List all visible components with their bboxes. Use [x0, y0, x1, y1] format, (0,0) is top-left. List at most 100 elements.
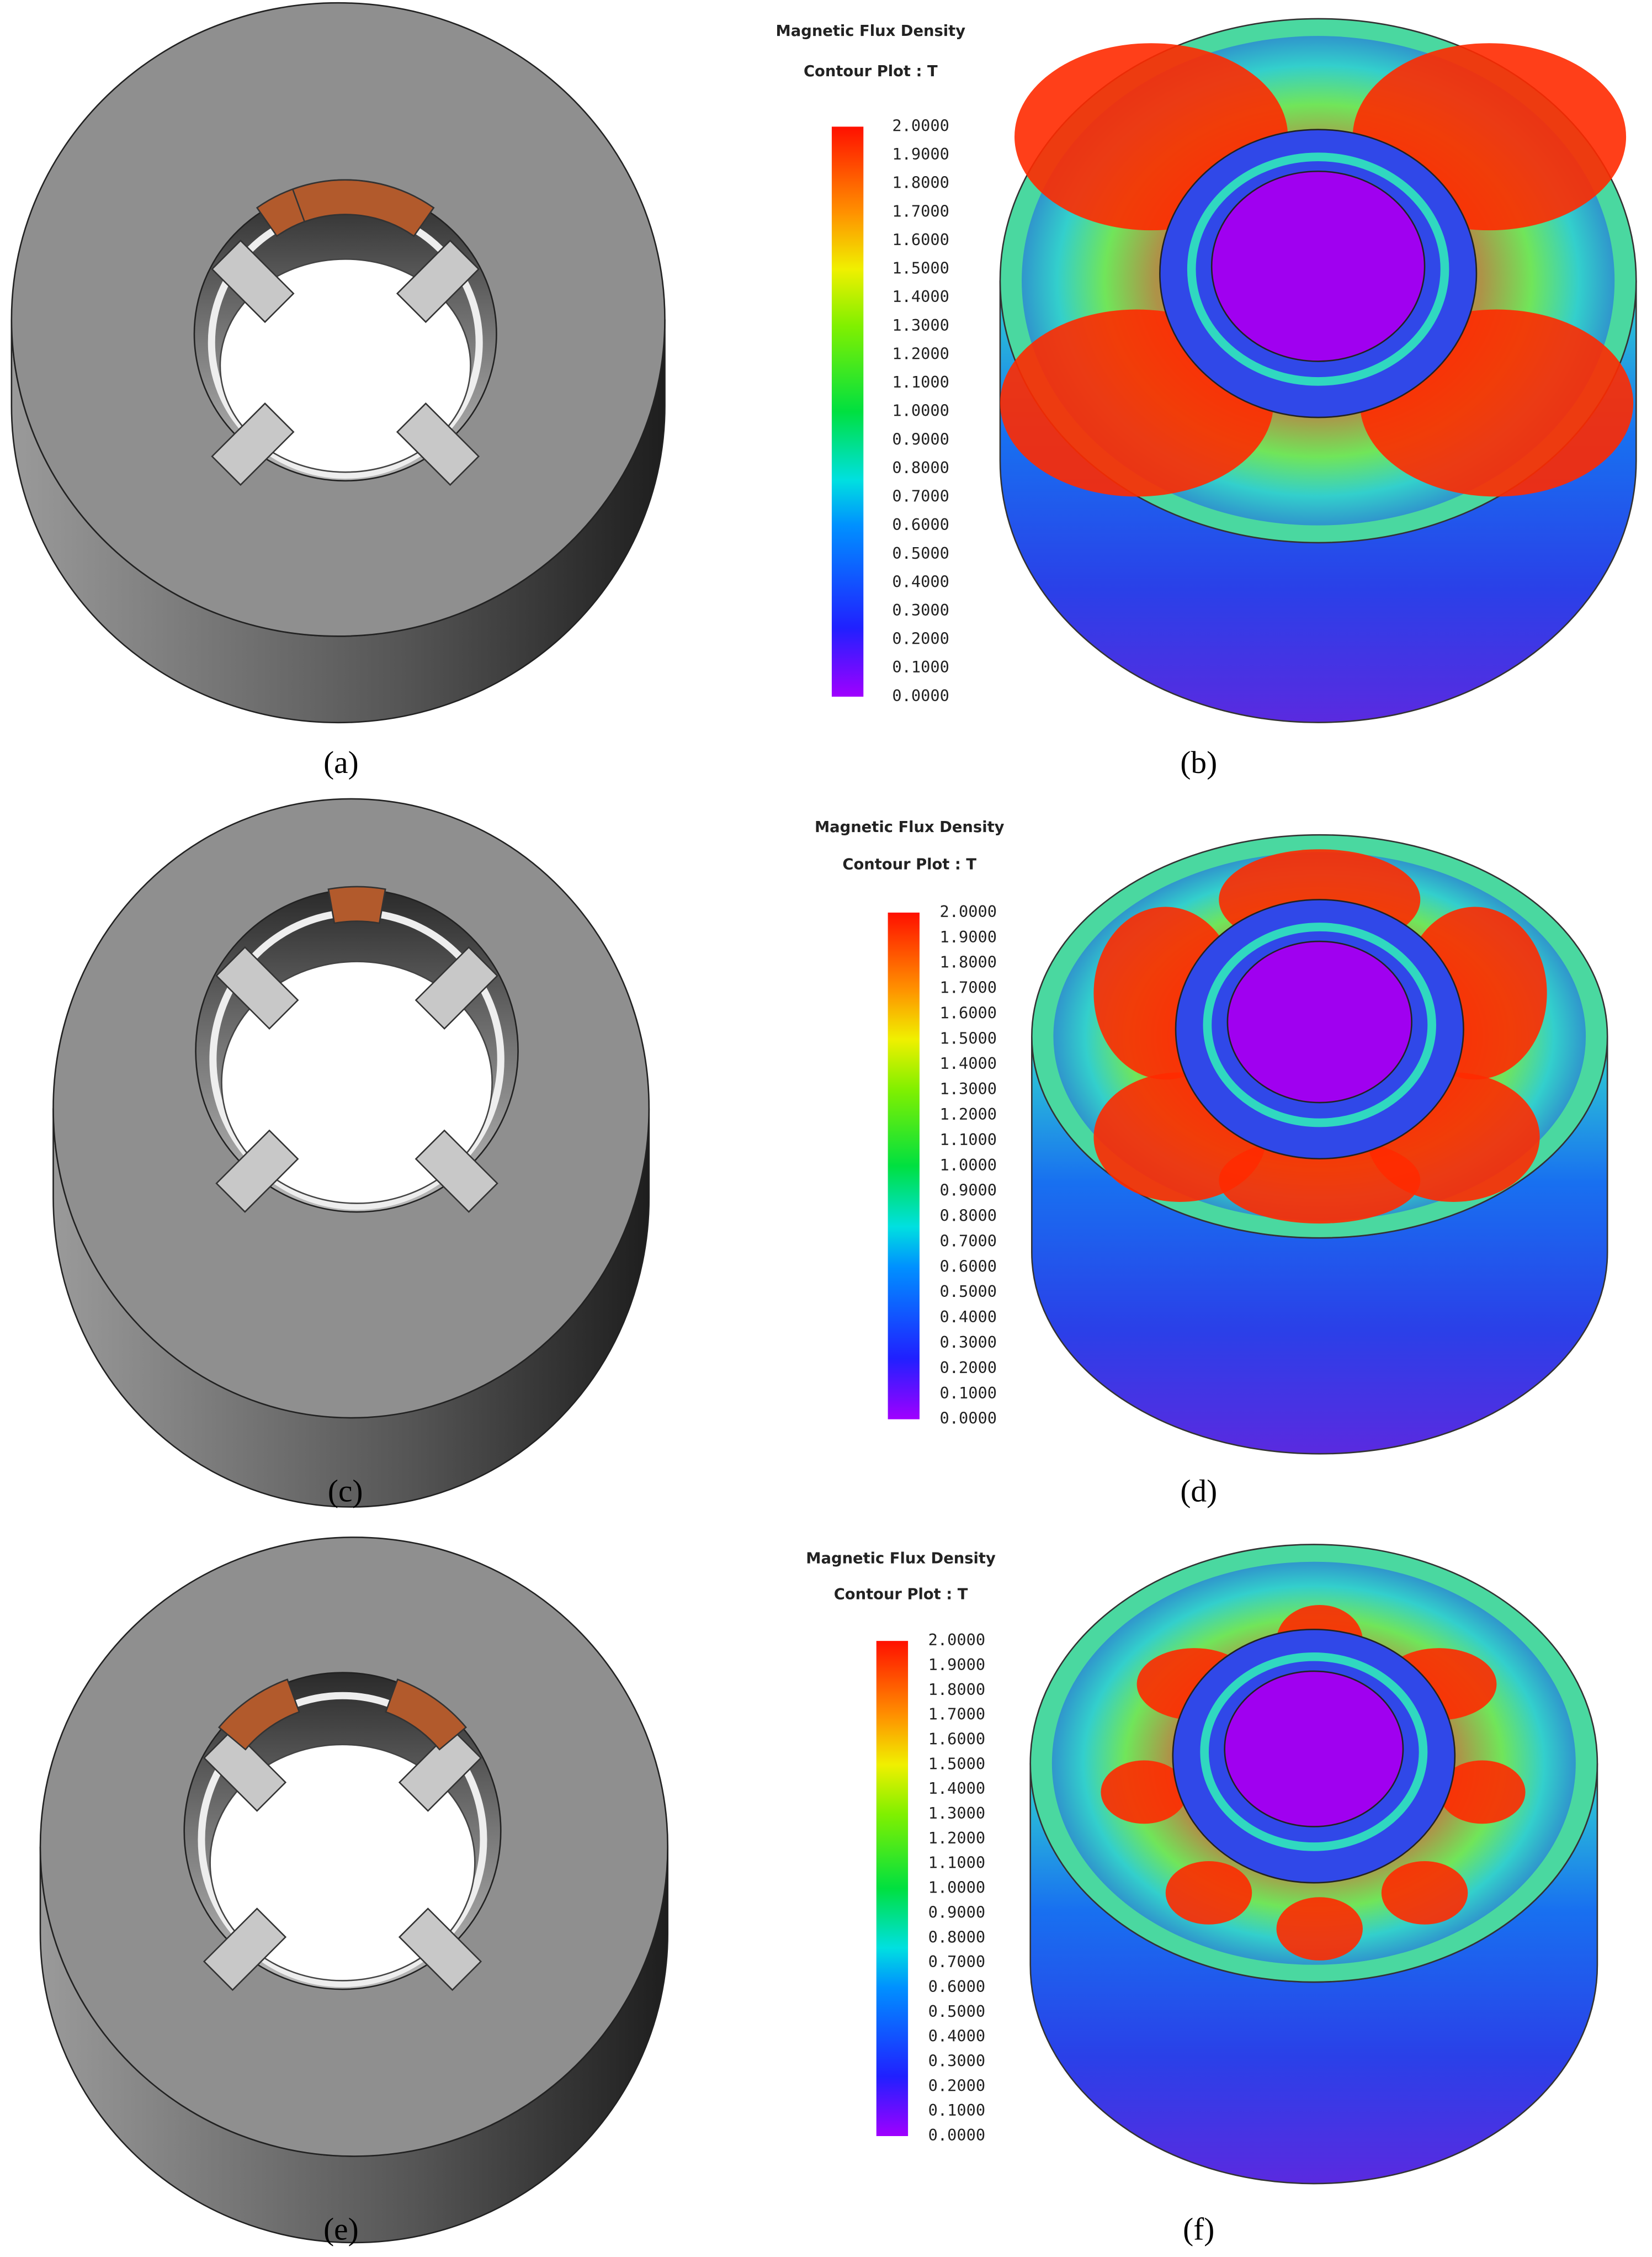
flux-hotspot [1381, 1861, 1468, 1925]
colorbar-tick-label: 1.3000 [892, 316, 949, 335]
colorbar-tick-label: 0.0000 [939, 1409, 997, 1428]
colorbar-tick-label: 1.5000 [928, 1754, 986, 1773]
colorbar-tick-label: 1.8000 [892, 173, 949, 192]
colorbar-title: Magnetic Flux Density [815, 819, 1005, 836]
colorbar-tick-label: 1.9000 [892, 145, 949, 163]
rotor-ring [1200, 1652, 1428, 1851]
flux-hotspot [1439, 1760, 1526, 1824]
colorbar-tick-label: 0.3000 [892, 601, 949, 619]
colorbar-tick-label: 1.6000 [928, 1730, 986, 1749]
colorbar-tick-label: 0.6000 [939, 1257, 997, 1275]
colorbar-tick-label: 0.9000 [939, 1181, 997, 1200]
pole-shoe [398, 1908, 482, 1991]
colorbar-tick-label: 0.7000 [928, 1952, 986, 1971]
colorbar-tick-label: 1.4000 [892, 287, 949, 306]
pole-shoe [415, 1129, 498, 1213]
pole-shoe [415, 946, 498, 1030]
pole-shoe [211, 402, 295, 486]
colorbar-tick-label: 0.0000 [928, 2126, 986, 2144]
magnet [327, 886, 386, 924]
pole-shoe [215, 946, 299, 1030]
colorbar-tick-label: 0.3000 [928, 2051, 986, 2070]
colorbar-tick-label: 0.6000 [928, 1977, 986, 1996]
colorbar-tick-label: 2.0000 [928, 1630, 986, 1649]
magnet [217, 1678, 300, 1751]
colorbar-tick-label: 0.6000 [892, 515, 949, 534]
colorbar-subtitle: Contour Plot : T [842, 856, 976, 873]
panel-caption: (f) [1183, 2212, 1214, 2247]
colorbar-tick-label: 0.1000 [939, 1384, 997, 1402]
colorbar-tick-label: 1.2000 [892, 344, 949, 363]
flux-hotspot [1101, 1760, 1187, 1824]
colorbar-tick-label: 0.2000 [939, 1358, 997, 1377]
colorbar-tick-label: 1.0000 [928, 1878, 986, 1897]
colorbar-scale [876, 1641, 909, 2136]
colorbar-tick-label: 1.6000 [939, 1003, 997, 1022]
colorbar-tick-label: 0.8000 [939, 1206, 997, 1225]
colorbar-tick-label: 1.3000 [928, 1804, 986, 1822]
ring-opening [221, 961, 493, 1204]
colorbar-tick-label: 0.7000 [939, 1231, 997, 1250]
colorbar-tick-label: 0.9000 [892, 430, 949, 448]
colorbar-title: Magnetic Flux Density [806, 1550, 996, 1567]
flux-hotspot [1165, 1861, 1252, 1925]
colorbar-tick-label: 1.3000 [939, 1079, 997, 1098]
colorbar-tick-label: 0.2000 [928, 2076, 986, 2095]
colorbar-tick-label: 1.7000 [928, 1705, 986, 1724]
colorbar-tick-label: 0.5000 [939, 1282, 997, 1301]
colorbar-tick-label: 0.8000 [892, 458, 949, 477]
ring-model [39, 1537, 669, 2244]
colorbar-tick-label: 0.4000 [939, 1307, 997, 1326]
colorbar-tick-label: 1.5000 [939, 1029, 997, 1047]
flux-model [1031, 834, 1608, 1455]
colorbar-tick-label: 2.0000 [939, 902, 997, 921]
flux-hotspot [1276, 1897, 1363, 1961]
colorbar-tick-label: 0.1000 [892, 658, 949, 676]
artwork: Magnetic Flux Density Contour Plot : T 2.0… [10, 2, 1637, 2247]
panel-caption: (a) [323, 745, 359, 780]
colorbar-tick-label: 0.3000 [939, 1333, 997, 1352]
colorbar-tick-label: 1.1000 [939, 1130, 997, 1149]
colorbar-tick-label: 1.1000 [892, 373, 949, 391]
colorbar: Magnetic Flux Density Contour Plot : T 2.0… [806, 1550, 996, 2144]
panel-caption: (e) [323, 2212, 359, 2247]
pole-shoe [396, 239, 480, 324]
colorbar-tick-label: 0.0000 [892, 686, 949, 705]
rotor-core [1226, 940, 1412, 1104]
pole-shoe [215, 1129, 299, 1213]
ring-opening [209, 1744, 476, 1982]
rotor-ring [1187, 152, 1449, 386]
colorbar-tick-label: 0.4000 [928, 2027, 986, 2046]
colorbar-subtitle: Contour Plot : T [834, 1586, 968, 1603]
colorbar-tick-label: 0.4000 [892, 572, 949, 591]
rotor-ring [1203, 923, 1436, 1127]
flux-hotspot [1219, 1137, 1421, 1224]
colorbar-tick-label: 0.8000 [928, 1927, 986, 1946]
ring-model [52, 798, 650, 1508]
colorbar-tick-label: 1.7000 [892, 202, 949, 220]
rotor-core [1224, 1670, 1404, 1827]
pole-shoe [203, 1908, 287, 1991]
colorbar-tick-label: 0.5000 [892, 544, 949, 563]
colorbar-tick-label: 0.9000 [928, 1903, 986, 1921]
colorbar-tick-label: 1.2000 [939, 1105, 997, 1124]
pole-shoe [211, 239, 295, 324]
colorbar-tick-label: 1.4000 [939, 1054, 997, 1073]
panel-caption: (d) [1180, 1474, 1217, 1508]
colorbar-tick-label: 1.6000 [892, 230, 949, 249]
pole-shoe [398, 1728, 482, 1812]
ring-bore-lip [198, 1692, 487, 1988]
colorbar-tick-label: 1.1000 [928, 1853, 986, 1872]
colorbar-title: Magnetic Flux Density [776, 23, 966, 40]
pole-shoe [396, 402, 480, 486]
flux-model [999, 18, 1637, 724]
magnet [291, 179, 435, 237]
colorbar: Magnetic Flux Density Contour Plot : T 2.0… [776, 23, 966, 705]
colorbar-tick-label: 1.0000 [939, 1156, 997, 1174]
colorbar-tick-label: 1.0000 [892, 401, 949, 420]
colorbar-tick-label: 1.7000 [939, 978, 997, 997]
colorbar-tick-label: 1.8000 [928, 1680, 986, 1699]
colorbar-tick-label: 1.8000 [939, 953, 997, 972]
